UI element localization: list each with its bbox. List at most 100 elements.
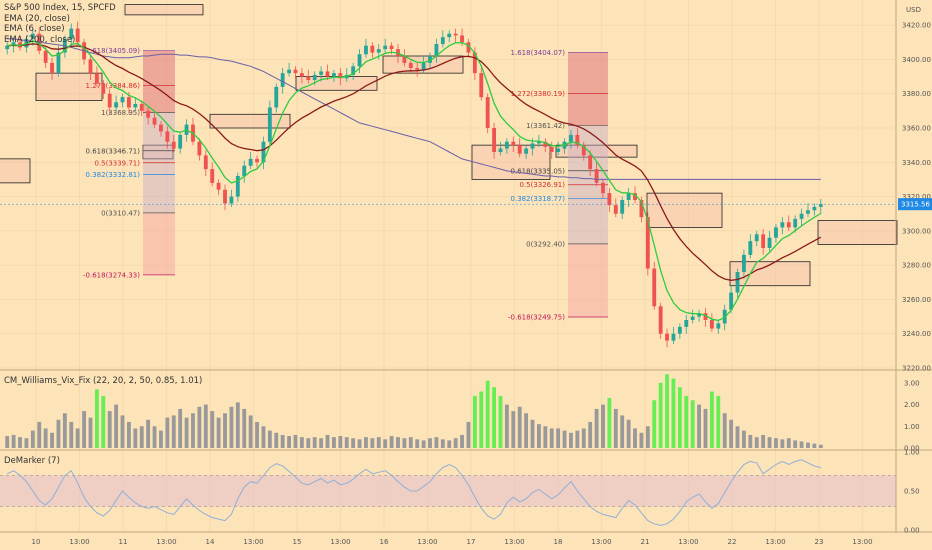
candle-body (485, 97, 490, 128)
candle-body (639, 200, 644, 218)
fib-left-level-label: 0.618(3346.71) (86, 147, 141, 155)
vix-fix-label[interactable]: CM_Williams_Vix_Fix (22, 20, 2, 50, 0.85… (4, 376, 203, 386)
vix-bar (472, 395, 477, 448)
vix-bar (562, 430, 567, 448)
vix-bar (428, 438, 432, 448)
demarker-series (6, 459, 821, 526)
vix-bar (626, 419, 631, 448)
vix-bar (312, 437, 317, 448)
fib-left-level-label: 1.272(3384.86) (86, 82, 141, 90)
vix-bar (299, 437, 304, 448)
vix-bar (818, 444, 823, 448)
vix-bar (479, 391, 484, 448)
candle-body (267, 107, 272, 142)
candle-body (171, 141, 176, 149)
candle-body (780, 222, 785, 228)
vix-bar (748, 434, 753, 448)
fib-left-level-label: 0.5(3339.71) (94, 159, 140, 167)
study-ema-6[interactable]: EMA (6, close) (4, 24, 65, 34)
vix-bar (287, 436, 291, 448)
candle-body (607, 193, 612, 206)
candle-body (729, 292, 734, 310)
candle-body (402, 56, 407, 63)
time-tick-label: 21 (641, 538, 650, 546)
time-tick-label: 13:00 (330, 538, 350, 546)
candle-body (537, 141, 541, 144)
candle-body (658, 306, 663, 334)
candle-body (466, 42, 471, 53)
vix-bar (338, 436, 343, 448)
candle-body (421, 62, 426, 70)
candle-body (325, 71, 330, 77)
vix-bar (351, 438, 356, 448)
candle-body (357, 54, 362, 67)
vix-bar (485, 380, 490, 448)
demarker-band (0, 475, 896, 507)
candle-body (165, 131, 170, 142)
candle-body (69, 28, 74, 39)
candle-body (306, 76, 311, 80)
candle-body (5, 45, 10, 50)
vix-bar (690, 400, 695, 448)
vix-bar (133, 428, 138, 448)
vix-bar (127, 421, 131, 448)
fib-left-lower-zone (143, 212, 175, 275)
candle-body (338, 73, 343, 79)
vix-bar (665, 374, 669, 448)
candle-body (235, 176, 240, 197)
vix-bar (793, 440, 798, 448)
candle-body (511, 141, 516, 146)
time-tick-label: 13:00 (156, 538, 176, 546)
vix-bar (434, 437, 439, 448)
vix-bar (396, 437, 400, 448)
vix-bar (146, 419, 151, 448)
symbol-title[interactable]: S&P 500 Index, 15, SPCFD (4, 3, 116, 13)
vix-bar (466, 421, 471, 448)
vix-bar (332, 437, 336, 448)
vix-bar (152, 426, 157, 448)
vix-bar (684, 395, 689, 448)
candle-body (447, 33, 452, 38)
candle-body (30, 33, 35, 39)
vix-bar (43, 428, 48, 448)
vix-bar (575, 430, 580, 448)
vix-bar (261, 426, 266, 448)
fib-left-level-label: 1(3368.95) (101, 109, 140, 117)
candle-body (114, 102, 119, 108)
candle-body (806, 210, 810, 214)
fib-left-level-label: 1.618(3405.09) (86, 47, 141, 55)
candle-body (216, 182, 221, 190)
candle-body (248, 158, 253, 166)
zone-box (646, 192, 723, 228)
price-tick-label: 3240.00 (902, 330, 931, 338)
candle-body (588, 155, 593, 170)
vix-bar (82, 411, 86, 448)
study-ema-20[interactable]: EMA (20, close) (4, 13, 70, 24)
candle-body (152, 117, 157, 125)
vix-bar (806, 442, 810, 448)
candle-body (274, 86, 279, 108)
time-tick-label: 13:00 (243, 538, 263, 546)
time-tick-label: 13:00 (591, 538, 611, 546)
vix-bar (767, 437, 772, 448)
fib-right-level-label: 0.382(3318.77) (511, 195, 566, 203)
vix-bar (633, 428, 637, 448)
vix-bar (780, 439, 785, 448)
demarker-label[interactable]: DeMarker (7) (4, 456, 60, 466)
candle-body (389, 45, 394, 50)
candle-body (671, 333, 676, 341)
fibonacci-tools: 1.618(3405.09) 1.272(3384.86) 1(3368.95) 0.… (83, 47, 608, 322)
vix-bar (364, 437, 368, 448)
demarker-tick-label: 0.00 (904, 527, 920, 535)
vix-bar (242, 408, 247, 448)
vix-bar (524, 413, 529, 448)
study-ema-200[interactable]: EMA (200, close) (4, 34, 76, 45)
fib-left-level-label: 0(3310.47) (101, 209, 140, 217)
candle-body (223, 189, 227, 204)
vix-bar (120, 415, 125, 448)
vix-bar (549, 428, 554, 448)
fib-left-level-label: -0.618(3274.33) (83, 271, 140, 279)
price-tick-label: 3400.00 (902, 56, 931, 64)
candle-body (197, 141, 202, 156)
